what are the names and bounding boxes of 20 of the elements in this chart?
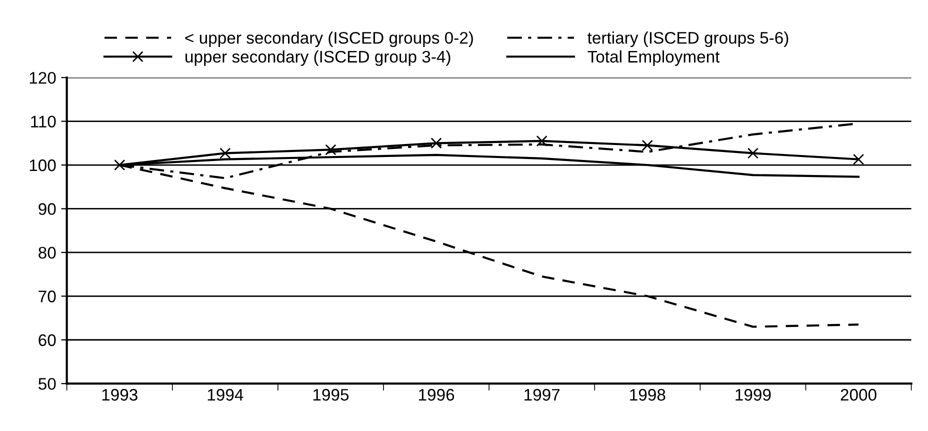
x-tick-label: 1999 xyxy=(736,388,771,401)
x-tick-label: 1994 xyxy=(208,388,244,401)
y-tick-label: 100 xyxy=(30,159,56,172)
y-tick-label: 50 xyxy=(38,378,56,390)
x-tick-label: 1998 xyxy=(630,388,666,401)
legend-label: Total Employment xyxy=(588,50,720,66)
x-tick-label: 2000 xyxy=(840,388,876,401)
legend-label: tertiary (ISCED groups 5-6) xyxy=(588,32,788,48)
y-tick-label: 110 xyxy=(31,116,56,128)
x-tick-label: 1996 xyxy=(419,388,454,401)
x-tick-label: 1993 xyxy=(102,388,138,401)
y-tick-label: 120 xyxy=(30,72,56,84)
x-tick-label: 1997 xyxy=(524,388,560,401)
y-tick-label: 90 xyxy=(38,203,56,215)
y-tick-label: 60 xyxy=(38,334,56,346)
legend-label: < upper secondary (ISCED groups 0-2) xyxy=(185,32,473,48)
x-tick-label: 1995 xyxy=(313,388,349,401)
y-tick-label: 70 xyxy=(38,290,56,302)
y-tick-label: 80 xyxy=(38,246,56,259)
legend-label: upper secondary (ISCED group 3-4) xyxy=(186,50,450,66)
